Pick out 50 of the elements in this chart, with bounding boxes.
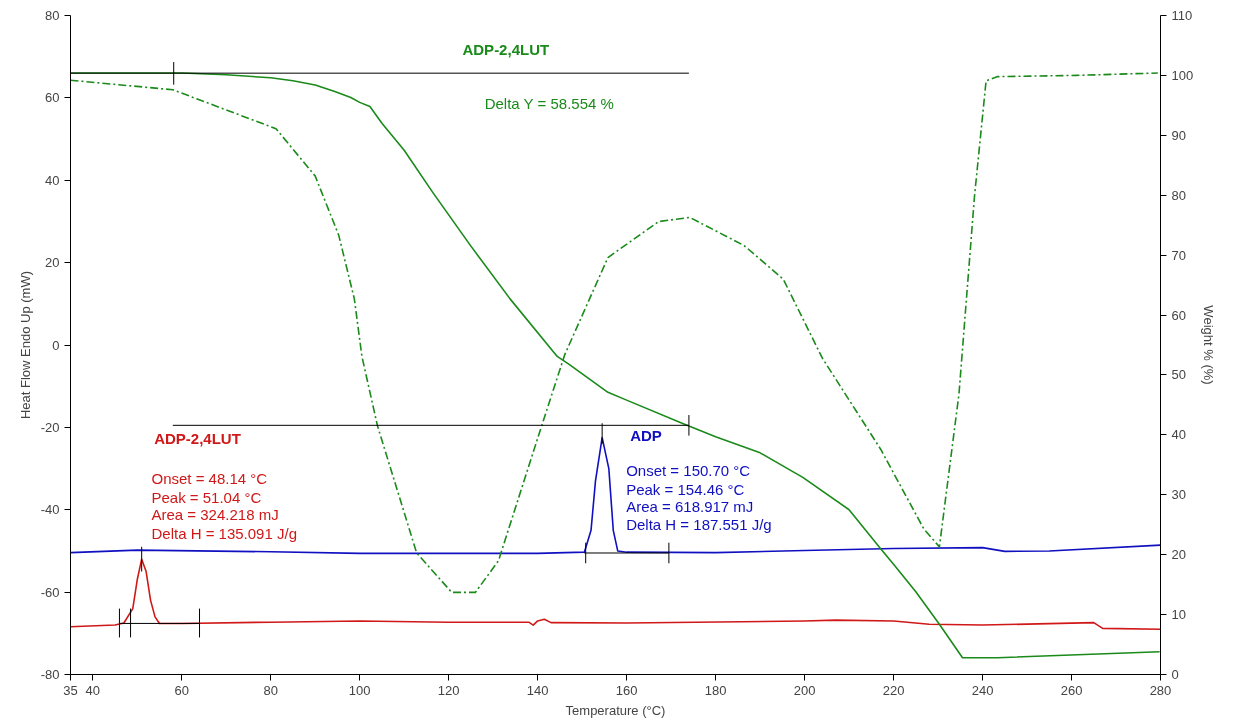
annotation: Delta Y = 58.554 % <box>484 95 614 113</box>
y2-tick-label: 80 <box>1171 187 1186 203</box>
y2-tick-label: 70 <box>1171 247 1186 263</box>
y-tick-label: 40 <box>45 172 60 188</box>
y2-tick-label: 50 <box>1171 367 1186 383</box>
y-tick-label: 20 <box>45 255 60 271</box>
y-tick-label: -40 <box>40 502 60 518</box>
y-tick-label: -60 <box>40 584 60 600</box>
y2-tick-label: 0 <box>1171 667 1179 682</box>
x-tick-label: 200 <box>793 682 816 698</box>
annotation: ADP-2,4LUT <box>154 430 241 447</box>
annotation: Area = 324.218 mJ <box>151 506 279 524</box>
y2-tick-label: 110 <box>1171 8 1193 23</box>
y-tick-label: 0 <box>52 337 60 353</box>
x-tick-label: 40 <box>85 682 100 698</box>
y2-tick-label: 100 <box>1171 67 1194 83</box>
y2-tick-label: 60 <box>1171 307 1186 323</box>
annotation: Onset = 48.14 °C <box>151 469 268 487</box>
x-axis-title: Temperature (°C) <box>565 702 666 718</box>
x-tick-label: 220 <box>882 682 905 698</box>
y-tick-label: -20 <box>40 419 60 435</box>
x-tick-label: 60 <box>174 682 189 698</box>
annotation: ADP <box>630 427 662 445</box>
annotation: Area = 618.917 mJ <box>626 498 754 516</box>
x-tick-label: 120 <box>437 682 460 698</box>
y2-tick-label: 40 <box>1171 427 1186 443</box>
y2-tick-label: 20 <box>1171 547 1186 563</box>
x-tick-label: 160 <box>615 682 638 698</box>
annotation: Peak = 154.46 °C <box>626 480 745 498</box>
y2-tick-label: 10 <box>1171 607 1186 623</box>
y2-axis-title: Weight % (%) <box>1201 305 1217 385</box>
y-tick-label: -80 <box>40 667 60 682</box>
x-tick-label: 180 <box>704 682 727 698</box>
annotation: ADP-2,4LUT <box>462 40 550 58</box>
y-axis-title: Heat Flow Endo Up (mW) <box>17 270 33 420</box>
x-tick-label: 80 <box>263 682 278 698</box>
x-tick-label: 100 <box>348 682 371 698</box>
x-tick-label: 280 <box>1149 682 1172 698</box>
y-tick-label: 60 <box>45 90 60 106</box>
x-tick-label: 140 <box>526 682 549 698</box>
y2-tick-label: 30 <box>1171 487 1186 503</box>
y-tick-label: 80 <box>45 8 60 23</box>
annotation: Delta H = 135.091 J/g <box>151 525 297 543</box>
y2-tick-label: 90 <box>1171 127 1186 143</box>
x-tick-label: 260 <box>1060 682 1083 698</box>
annotation: Peak = 51.04 °C <box>151 488 262 506</box>
x-tick-label: 35 <box>63 682 78 698</box>
x-tick-label: 240 <box>971 682 994 698</box>
annotation: Delta H = 187.551 J/g <box>626 516 772 534</box>
annotation: Onset = 150.70 °C <box>626 461 751 479</box>
